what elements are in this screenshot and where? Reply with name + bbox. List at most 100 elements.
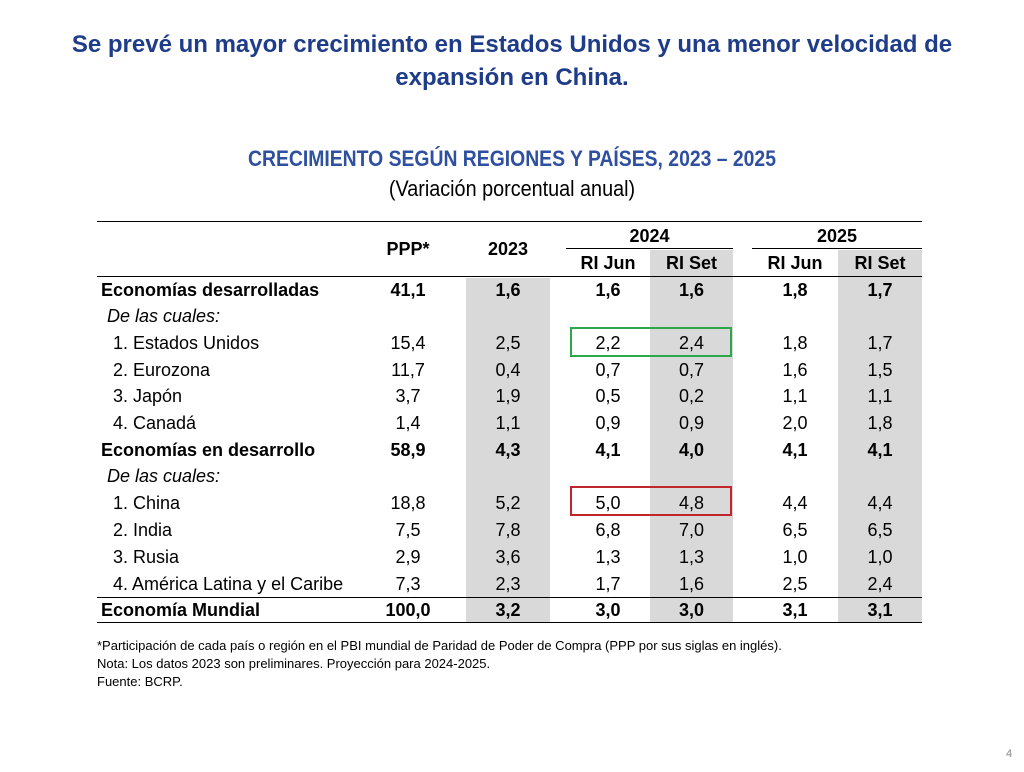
shade-column-riset-2025	[838, 250, 922, 623]
shade-column-riset-2024	[650, 250, 733, 623]
cell-jun25: 1,1	[782, 386, 808, 406]
header-ri-set-2024: RI Set	[665, 253, 717, 273]
cell-jun24: 5,0	[595, 493, 621, 513]
cell-jun25: 2,5	[782, 574, 808, 594]
header-ri-set-2025: RI Set	[854, 253, 906, 273]
cell-v2023	[466, 463, 550, 489]
footnote-ppp: *Participación de cada país o región en …	[97, 638, 782, 653]
year-2024-rule	[566, 248, 733, 249]
cell-set25: 1,0	[867, 547, 893, 567]
cell-set25: 1,5	[867, 360, 893, 380]
header-ri-jun-2024: RI Jun	[580, 253, 636, 273]
row-label: Economías en desarrollo	[101, 440, 316, 460]
cell-ppp: 18,8	[390, 493, 426, 513]
cell-jun24: 2,2	[595, 333, 621, 353]
row-label: 1. China	[113, 493, 181, 513]
cell-v2023: 1,9	[495, 386, 521, 406]
cell-ppp: 58,9	[390, 440, 426, 460]
cell-ppp: 100,0	[385, 600, 431, 620]
cell-v2023: 1,1	[495, 413, 521, 433]
cell-jun24: 1,7	[595, 574, 621, 594]
cell-set24: 0,2	[678, 386, 705, 406]
cell-set24: 4,0	[678, 440, 705, 460]
cell-set24: 1,3	[678, 547, 705, 567]
cell-ppp: 3,7	[395, 386, 421, 406]
world-row-rule	[97, 597, 922, 598]
cell-set24: 1,6	[678, 574, 705, 594]
header-ri-jun-2025: RI Jun	[767, 253, 823, 273]
footnote-note: Nota: Los datos 2023 son preliminares. P…	[97, 656, 491, 671]
header-2023: 2023	[487, 239, 529, 259]
cell-jun25: 4,1	[782, 440, 808, 460]
cell-ppp: 1,4	[395, 413, 421, 433]
cell-set25: 1,7	[867, 333, 893, 353]
row-label: De las cuales:	[107, 306, 221, 326]
cell-v2023: 7,8	[495, 520, 521, 540]
cell-v2023: 3,2	[495, 600, 521, 620]
cell-jun24: 6,8	[595, 520, 621, 540]
table-subtitle: (Variación porcentual anual)	[388, 176, 636, 201]
cell-set25: 4,1	[867, 440, 893, 460]
cell-jun25: 1,8	[782, 333, 808, 353]
highlight-box-china	[570, 486, 732, 516]
cell-set25: 1,8	[867, 413, 893, 433]
cell-v2023	[466, 303, 550, 329]
cell-ppp: 11,7	[391, 360, 425, 380]
cell-jun25	[752, 463, 838, 489]
row-label: 3. Rusia	[113, 547, 180, 567]
row-label: 3. Japón	[113, 386, 183, 406]
cell-ppp: 7,3	[395, 574, 421, 594]
cell-v2023: 5,2	[495, 493, 521, 513]
cell-set24: 3,0	[678, 600, 705, 620]
cell-ppp: 15,4	[390, 333, 426, 353]
cell-ppp: 41,1	[390, 280, 426, 300]
row-label: Economías desarrolladas	[101, 280, 320, 300]
row-label: Economía Mundial	[101, 600, 261, 620]
cell-jun25: 3,1	[782, 600, 808, 620]
cell-jun24: 0,5	[595, 386, 621, 406]
slide-title: Se prevé un mayor crecimiento en Estados…	[0, 28, 1024, 94]
cell-ppp	[370, 303, 446, 329]
row-label: 2. India	[113, 520, 173, 540]
table-bottom-rule	[97, 622, 922, 623]
cell-jun24: 1,3	[595, 547, 621, 567]
cell-set24: 0,7	[678, 360, 705, 380]
footnote-source: Fuente: BCRP.	[97, 674, 183, 689]
cell-jun25: 4,4	[782, 493, 808, 513]
header-ppp: PPP*	[386, 239, 430, 259]
cell-jun25: 1,0	[782, 547, 808, 567]
cell-set24	[650, 303, 733, 329]
cell-set24	[650, 463, 733, 489]
slide-title-line1: Se prevé un mayor crecimiento en Estados…	[71, 31, 953, 58]
row-label: 1. Estados Unidos	[113, 333, 260, 353]
cell-set25: 6,5	[867, 520, 893, 540]
cell-jun24: 4,1	[595, 440, 621, 460]
cell-set25	[838, 303, 922, 329]
row-label: 4. Canadá	[113, 413, 197, 433]
cell-set24: 7,0	[678, 520, 705, 540]
cell-jun25: 1,6	[782, 360, 808, 380]
cell-jun24	[566, 303, 650, 329]
cell-set24: 0,9	[678, 413, 705, 433]
cell-jun24: 0,9	[595, 413, 621, 433]
cell-v2023: 4,3	[495, 440, 521, 460]
cell-jun24: 3,0	[595, 600, 621, 620]
table-title: CRECIMIENTO SEGÚN REGIONES Y PAÍSES, 202…	[248, 146, 776, 171]
cell-set25: 4,4	[867, 493, 893, 513]
cell-v2023: 2,3	[495, 574, 521, 594]
cell-jun24: 0,7	[595, 360, 621, 380]
cell-v2023: 2,5	[495, 333, 521, 353]
header-2025: 2025	[816, 226, 858, 246]
cell-ppp: 2,9	[395, 547, 421, 567]
cell-ppp	[370, 463, 446, 489]
cell-jun25	[752, 303, 838, 329]
header-bottom-rule	[97, 276, 922, 277]
cell-set24: 2,4	[678, 333, 705, 353]
footnotes: *Participación de cada país o región en …	[97, 637, 782, 691]
cell-set25: 3,1	[867, 600, 893, 620]
cell-set25	[838, 463, 922, 489]
table-top-rule	[97, 221, 922, 222]
highlight-box-estados-unidos	[570, 327, 732, 357]
year-2025-rule	[752, 248, 922, 249]
shade-column-2023	[466, 278, 550, 623]
